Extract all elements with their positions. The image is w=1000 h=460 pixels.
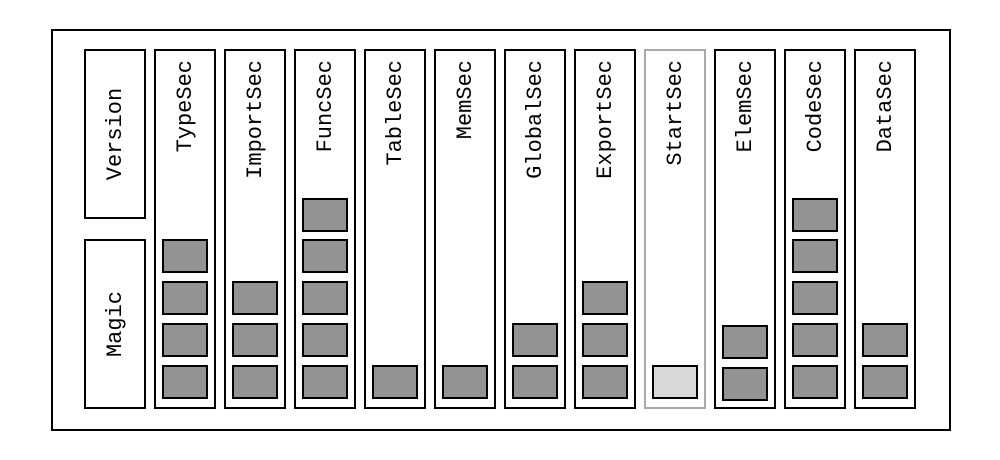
- section-label: TableSec: [383, 60, 408, 166]
- section-block: [792, 323, 838, 357]
- section-block: [442, 365, 488, 399]
- magic-label: Magic: [103, 291, 128, 357]
- section-column: [644, 49, 706, 409]
- section-block: [302, 239, 348, 273]
- section-block: [792, 198, 838, 232]
- section-block: [302, 323, 348, 357]
- section-block: [652, 365, 698, 399]
- section-column: [434, 49, 496, 409]
- version-label: Version: [103, 88, 128, 180]
- section-block: [512, 365, 558, 399]
- magic-box: [84, 239, 146, 409]
- section-block: [512, 323, 558, 357]
- version-box: [84, 49, 146, 219]
- section-label: ExportSec: [593, 60, 618, 179]
- section-block: [582, 323, 628, 357]
- section-block: [722, 367, 768, 401]
- section-block: [862, 323, 908, 357]
- section-block: [862, 365, 908, 399]
- section-block: [302, 281, 348, 315]
- section-label: TypeSec: [173, 60, 198, 152]
- section-block: [792, 239, 838, 273]
- section-label: ElemSec: [733, 60, 758, 152]
- section-block: [372, 365, 418, 399]
- section-label: GlobalSec: [523, 60, 548, 179]
- section-label: CodeSec: [803, 60, 828, 152]
- section-block: [582, 365, 628, 399]
- section-block: [232, 365, 278, 399]
- section-label: StartSec: [663, 60, 688, 166]
- section-column: [364, 49, 426, 409]
- section-label: ImportSec: [243, 60, 268, 179]
- section-block: [232, 323, 278, 357]
- section-block: [232, 281, 278, 315]
- section-block: [722, 325, 768, 359]
- section-block: [582, 281, 628, 315]
- section-block: [302, 198, 348, 232]
- section-block: [162, 323, 208, 357]
- section-label: DataSec: [873, 60, 898, 152]
- section-block: [302, 365, 348, 399]
- section-block: [162, 281, 208, 315]
- section-label: FuncSec: [313, 60, 338, 152]
- section-block: [792, 281, 838, 315]
- section-block: [792, 365, 838, 399]
- section-label: MemSec: [453, 60, 478, 139]
- section-block: [162, 365, 208, 399]
- section-block: [162, 239, 208, 273]
